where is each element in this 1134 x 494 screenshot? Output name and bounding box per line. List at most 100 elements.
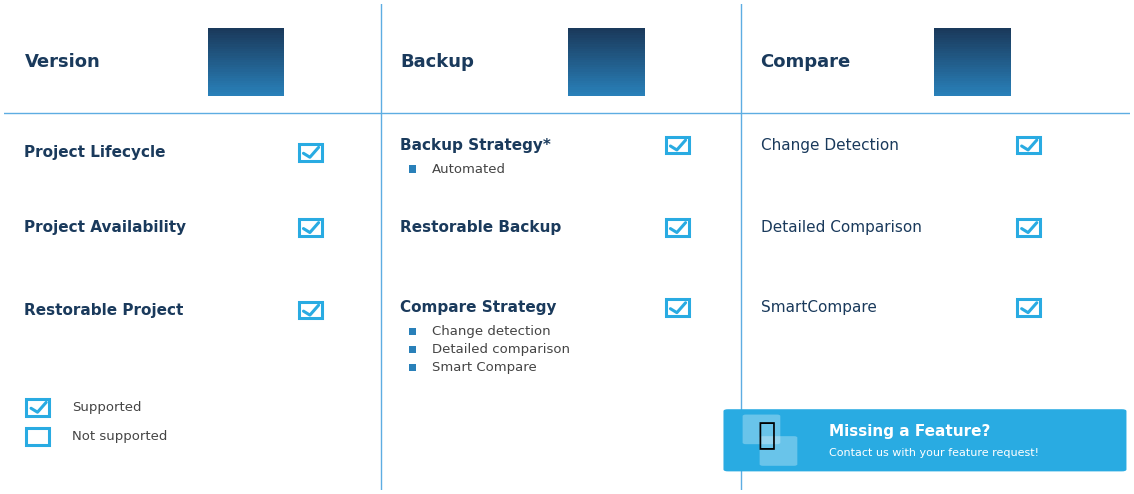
Text: Not supported: Not supported xyxy=(71,430,167,443)
Bar xyxy=(568,40,644,42)
Bar xyxy=(208,87,285,89)
Bar xyxy=(208,50,285,53)
Bar xyxy=(208,41,285,44)
Bar xyxy=(934,89,1010,92)
Text: Automated: Automated xyxy=(432,163,506,176)
Bar xyxy=(568,94,644,96)
Text: Project Availability: Project Availability xyxy=(25,220,187,235)
Bar xyxy=(208,78,285,81)
Bar xyxy=(568,41,644,44)
Bar xyxy=(934,60,1010,62)
Text: Restorable Backup: Restorable Backup xyxy=(400,220,561,235)
Text: 🧩: 🧩 xyxy=(758,421,776,450)
Text: Change Detection: Change Detection xyxy=(761,137,898,153)
Bar xyxy=(568,76,644,79)
Bar xyxy=(934,35,1010,38)
FancyBboxPatch shape xyxy=(1017,299,1040,316)
Bar xyxy=(934,37,1010,40)
Bar xyxy=(568,48,644,51)
Bar xyxy=(568,60,644,62)
FancyBboxPatch shape xyxy=(666,137,688,153)
Bar xyxy=(568,55,644,58)
Bar xyxy=(208,67,285,69)
FancyBboxPatch shape xyxy=(666,219,688,236)
Bar xyxy=(568,78,644,81)
Bar xyxy=(934,67,1010,69)
Bar xyxy=(568,91,644,94)
Bar xyxy=(934,44,1010,46)
Text: Project Lifecycle: Project Lifecycle xyxy=(25,145,166,160)
Bar xyxy=(934,91,1010,94)
FancyBboxPatch shape xyxy=(760,436,797,466)
Bar xyxy=(208,91,285,94)
Text: Detailed comparison: Detailed comparison xyxy=(432,343,570,356)
Text: Missing a Feature?: Missing a Feature? xyxy=(829,424,991,439)
Bar xyxy=(568,53,644,56)
Text: Change detection: Change detection xyxy=(432,325,550,338)
Bar xyxy=(934,73,1010,76)
Bar xyxy=(934,82,1010,85)
FancyBboxPatch shape xyxy=(299,219,322,236)
Bar xyxy=(208,30,285,33)
Bar xyxy=(568,37,644,40)
Bar xyxy=(568,28,644,31)
Bar xyxy=(568,46,644,49)
Bar xyxy=(208,55,285,58)
Bar xyxy=(208,71,285,74)
Bar xyxy=(568,71,644,74)
Bar xyxy=(208,69,285,72)
Bar xyxy=(208,89,285,92)
Text: Compare Strategy: Compare Strategy xyxy=(400,300,557,315)
Bar xyxy=(934,48,1010,51)
Text: Detailed Comparison: Detailed Comparison xyxy=(761,220,922,235)
Bar xyxy=(568,50,644,53)
Bar xyxy=(409,346,416,353)
Bar xyxy=(208,76,285,79)
Bar xyxy=(568,57,644,60)
FancyBboxPatch shape xyxy=(26,399,50,415)
Bar xyxy=(568,30,644,33)
Bar xyxy=(208,82,285,85)
FancyBboxPatch shape xyxy=(299,144,322,161)
Bar xyxy=(208,60,285,62)
Bar xyxy=(568,64,644,67)
Bar xyxy=(208,84,285,87)
FancyBboxPatch shape xyxy=(666,299,688,316)
Bar xyxy=(934,84,1010,87)
Bar xyxy=(934,64,1010,67)
Text: Smart Compare: Smart Compare xyxy=(432,361,536,374)
Bar xyxy=(568,87,644,89)
Bar xyxy=(208,40,285,42)
FancyBboxPatch shape xyxy=(1017,219,1040,236)
Bar xyxy=(934,55,1010,58)
Bar xyxy=(409,165,416,173)
Text: Restorable Project: Restorable Project xyxy=(25,303,184,318)
FancyBboxPatch shape xyxy=(26,428,50,445)
FancyBboxPatch shape xyxy=(1017,137,1040,153)
Bar xyxy=(208,73,285,76)
Bar xyxy=(208,80,285,83)
Bar xyxy=(568,73,644,76)
Bar xyxy=(934,94,1010,96)
Bar xyxy=(934,41,1010,44)
Bar xyxy=(208,28,285,31)
Bar xyxy=(568,44,644,46)
Bar xyxy=(934,69,1010,72)
Bar xyxy=(568,35,644,38)
Bar xyxy=(409,364,416,371)
Bar xyxy=(568,33,644,35)
Bar xyxy=(934,87,1010,89)
Bar xyxy=(208,44,285,46)
Bar xyxy=(934,71,1010,74)
Text: Version: Version xyxy=(25,53,100,72)
Bar xyxy=(568,62,644,65)
Bar xyxy=(934,30,1010,33)
Bar xyxy=(208,53,285,56)
Bar xyxy=(934,76,1010,79)
FancyBboxPatch shape xyxy=(723,409,1126,471)
Bar xyxy=(568,80,644,83)
Text: Contact us with your feature request!: Contact us with your feature request! xyxy=(829,448,1039,458)
Bar xyxy=(568,84,644,87)
Bar xyxy=(208,57,285,60)
Bar xyxy=(208,94,285,96)
